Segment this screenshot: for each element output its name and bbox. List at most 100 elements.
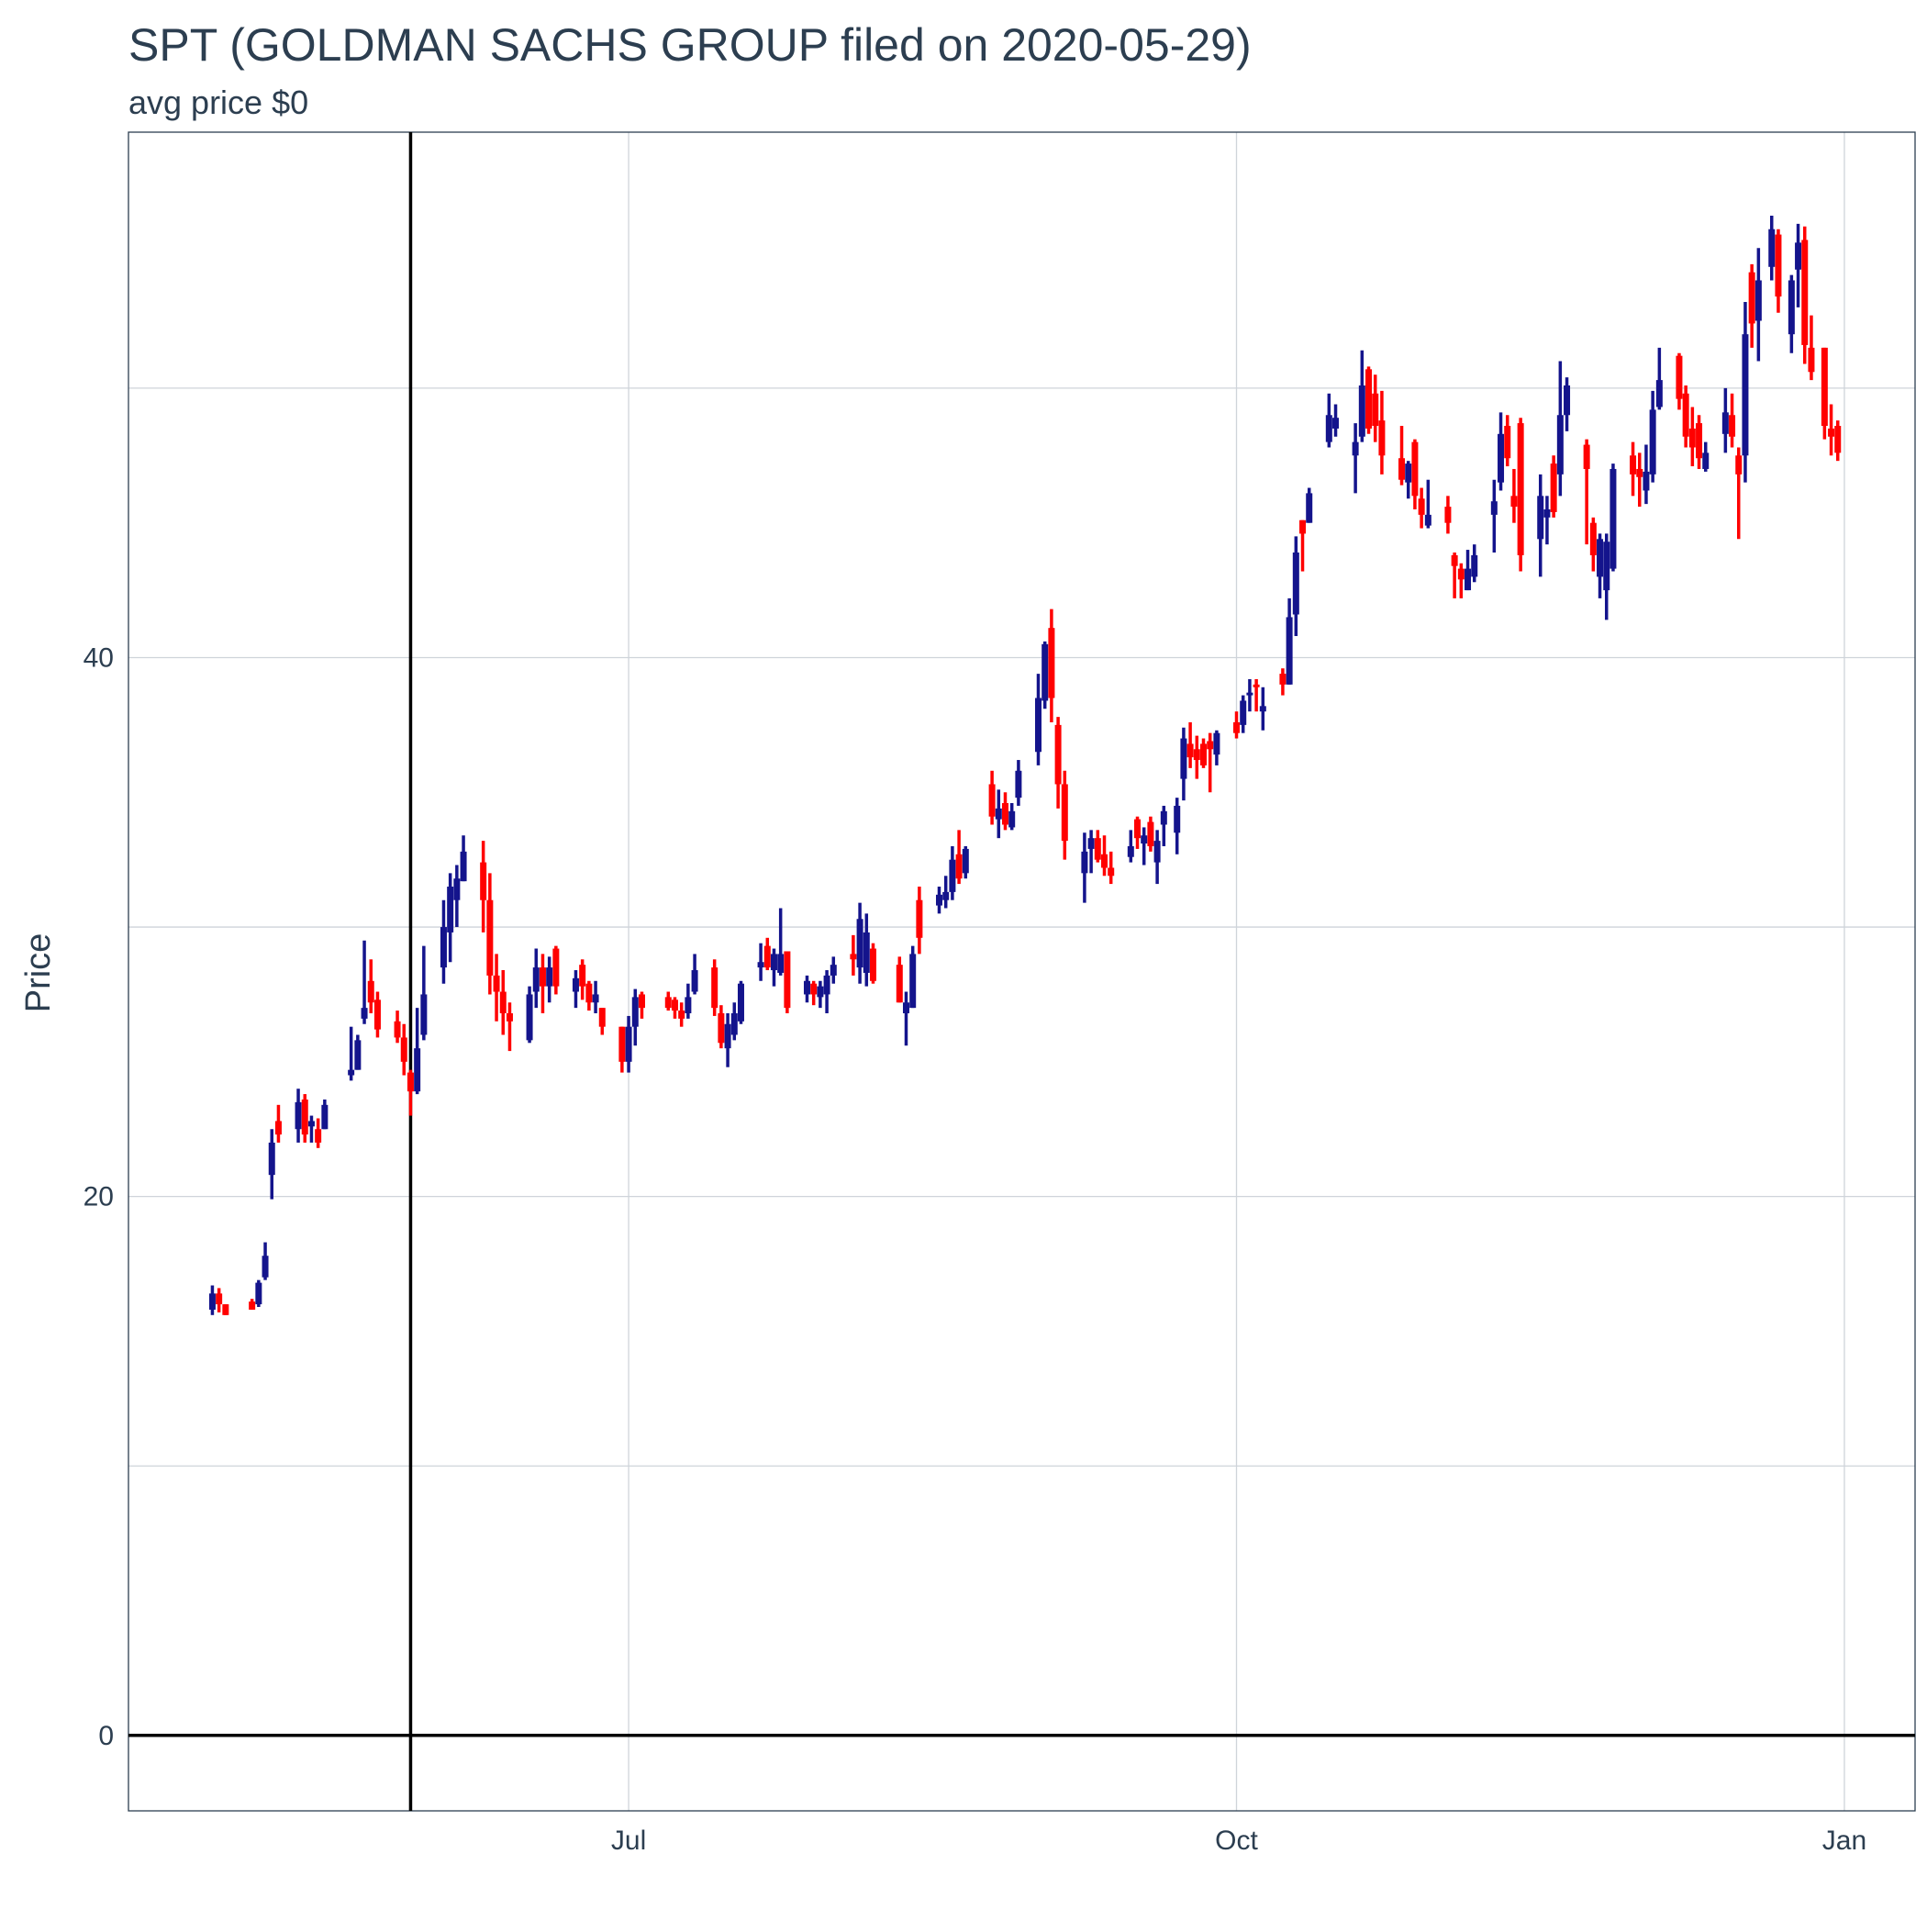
candle-body [1240, 700, 1247, 725]
candle-body [1682, 393, 1689, 437]
y-axis-label: Price [19, 933, 58, 1013]
candle-body [1405, 463, 1412, 483]
candle-body [1378, 420, 1386, 456]
candle-body [539, 967, 546, 987]
candle-body [1286, 617, 1293, 685]
candle-body [274, 1121, 282, 1135]
candle-body [1754, 280, 1762, 321]
candle-body [546, 967, 553, 987]
candle-body [1610, 468, 1617, 569]
candle-body [631, 997, 639, 1027]
candle-body [526, 994, 533, 1041]
candle-body [1808, 347, 1815, 373]
candle-body [1015, 770, 1022, 798]
candle-body [394, 1021, 401, 1038]
y-tick-label: 0 [98, 1721, 114, 1751]
candle-body [420, 994, 428, 1035]
candle-body [1775, 234, 1782, 297]
candle-body [1134, 819, 1142, 839]
candle-body [1451, 554, 1458, 566]
candle-body [453, 878, 461, 900]
candle-body [572, 977, 579, 992]
candle-body [1834, 426, 1842, 453]
candle-body [770, 954, 777, 971]
candle-body [348, 1069, 355, 1076]
candle-body [321, 1104, 329, 1130]
y-tick-label: 40 [84, 642, 114, 673]
candle-body [1200, 743, 1208, 765]
candle-body [763, 945, 771, 968]
candle-body [1061, 784, 1068, 842]
candle-body [307, 1121, 315, 1127]
candle-body [367, 980, 374, 1003]
candle-body [1688, 428, 1696, 448]
candle-body [592, 994, 599, 1003]
candle-body [1498, 433, 1505, 483]
candle-body [1180, 738, 1187, 779]
candle-body [1174, 805, 1181, 833]
candle-body [817, 986, 824, 998]
candle-body [552, 948, 560, 987]
candle-body [1087, 838, 1095, 849]
candle-body [1603, 542, 1610, 591]
candle-body [625, 1026, 632, 1062]
candle-body [1556, 415, 1564, 475]
chart-title: SPT (GOLDMAN SACHS GROUP filed on 2020-0… [128, 19, 1252, 71]
candle-body [902, 1002, 909, 1014]
candle-body [1721, 412, 1729, 434]
candle-body [1597, 539, 1604, 577]
candle-body [1365, 369, 1373, 429]
candle-body [480, 862, 487, 900]
candle-body [1207, 741, 1214, 750]
candle-body [1795, 242, 1802, 270]
candle-body [1643, 471, 1650, 491]
candle-body [962, 848, 969, 874]
candle-body [1193, 749, 1200, 761]
candle-body [1471, 554, 1478, 577]
candle-body [942, 891, 950, 900]
candle-body [863, 932, 870, 973]
candle-body [249, 1301, 256, 1310]
candle-body [255, 1282, 262, 1305]
candle-body [1504, 426, 1511, 459]
candle-body [1636, 468, 1643, 477]
candle-body [440, 927, 447, 968]
candle-body [268, 1142, 275, 1176]
x-tick-label: Jul [611, 1826, 646, 1856]
candle-body [1828, 428, 1835, 437]
candle-body [730, 1013, 738, 1035]
candle-body [506, 1013, 513, 1022]
candle-body [1001, 803, 1008, 825]
candle-body [711, 967, 718, 1009]
candle-body [216, 1293, 223, 1305]
candle-body [1696, 423, 1703, 459]
candle-body [1748, 272, 1755, 324]
candle-body [638, 994, 645, 1009]
candle-body [869, 948, 876, 981]
candle-body [1035, 698, 1042, 753]
candle-body [460, 851, 467, 882]
candle-body [1655, 380, 1663, 408]
candle-body [1411, 441, 1419, 497]
candle-body [208, 1293, 216, 1310]
x-tick-label: Oct [1215, 1826, 1258, 1856]
candle-body [1279, 674, 1287, 685]
candle-body [664, 997, 672, 1009]
candle-body [1153, 841, 1161, 863]
candle-body [222, 1304, 229, 1315]
x-tick-label: Jan [1822, 1826, 1866, 1856]
candle-body [1306, 493, 1313, 523]
candle-body [995, 808, 1002, 820]
candle-body [407, 1072, 414, 1092]
candle-body [414, 1048, 421, 1092]
candle-body [1768, 229, 1776, 267]
candle-body [1801, 240, 1809, 345]
candle-body [685, 997, 692, 1014]
candle-body [856, 919, 863, 968]
candle-body [1543, 509, 1551, 518]
candle-body [1510, 496, 1518, 508]
candle-body [1160, 810, 1167, 825]
candle-body [1788, 280, 1795, 335]
